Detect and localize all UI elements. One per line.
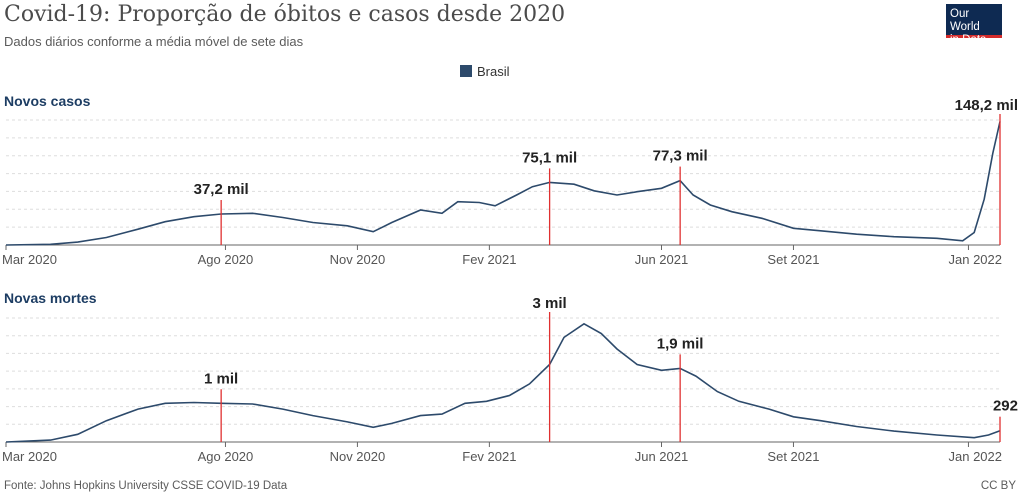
legend[interactable]: Brasil	[460, 64, 510, 79]
x-tick-label: Fev 2021	[462, 252, 516, 267]
series-line-brasil	[5, 322, 1001, 443]
annotation-label: 1,9 mil	[657, 335, 704, 352]
annotation-label: 148,2 mil	[955, 97, 1018, 114]
chart-subtitle: Dados diários conforme a média móvel de …	[4, 34, 304, 49]
chart-title: Covid-19: Proporção de óbitos e casos de…	[4, 2, 566, 27]
panel-title: Novas mortes	[4, 290, 97, 306]
x-tick-label: Mar 2020	[2, 449, 57, 464]
annotation-label: 1 mil	[204, 370, 238, 387]
panel-title: Novos casos	[4, 93, 91, 109]
x-tick-label: Fev 2021	[462, 449, 516, 464]
charts-area: Novos casos Mar 2020 Ago 2020 Nov 2020 Fev 2…	[2, 93, 1018, 464]
logo-line-1: Our World	[950, 8, 980, 33]
x-tick-label: Nov 2020	[330, 449, 386, 464]
annotation-label: 75,1 mil	[522, 149, 577, 166]
annotation-label: 77,3 mil	[653, 148, 708, 165]
annotation-label: 37,2 mil	[194, 181, 249, 198]
annotation-label: 3 mil	[533, 295, 567, 312]
x-tick-label: Jun 2021	[635, 252, 689, 267]
x-tick-label: Set 2021	[767, 449, 819, 464]
x-tick-label: Nov 2020	[330, 252, 386, 267]
x-tick-label: Jan 2022	[949, 252, 1003, 267]
owid-logo[interactable]: Our World in Data	[946, 4, 1002, 46]
x-tick-label: Jun 2021	[635, 449, 689, 464]
logo-line-2: in Data	[950, 34, 987, 46]
x-tick-label: Set 2021	[767, 252, 819, 267]
x-tick-label: Ago 2020	[198, 449, 254, 464]
x-tick-label: Jan 2022	[949, 449, 1003, 464]
x-tick-label: Mar 2020	[2, 252, 57, 267]
legend-label: Brasil	[477, 64, 510, 79]
license-label[interactable]: CC BY	[980, 480, 1016, 492]
x-tick-label: Ago 2020	[198, 252, 254, 267]
annotation-label: 292	[993, 398, 1018, 415]
series-line-brasil	[5, 121, 1001, 246]
source-note[interactable]: Fonte: Johns Hopkins University CSSE COV…	[4, 480, 288, 492]
legend-swatch	[460, 65, 472, 77]
